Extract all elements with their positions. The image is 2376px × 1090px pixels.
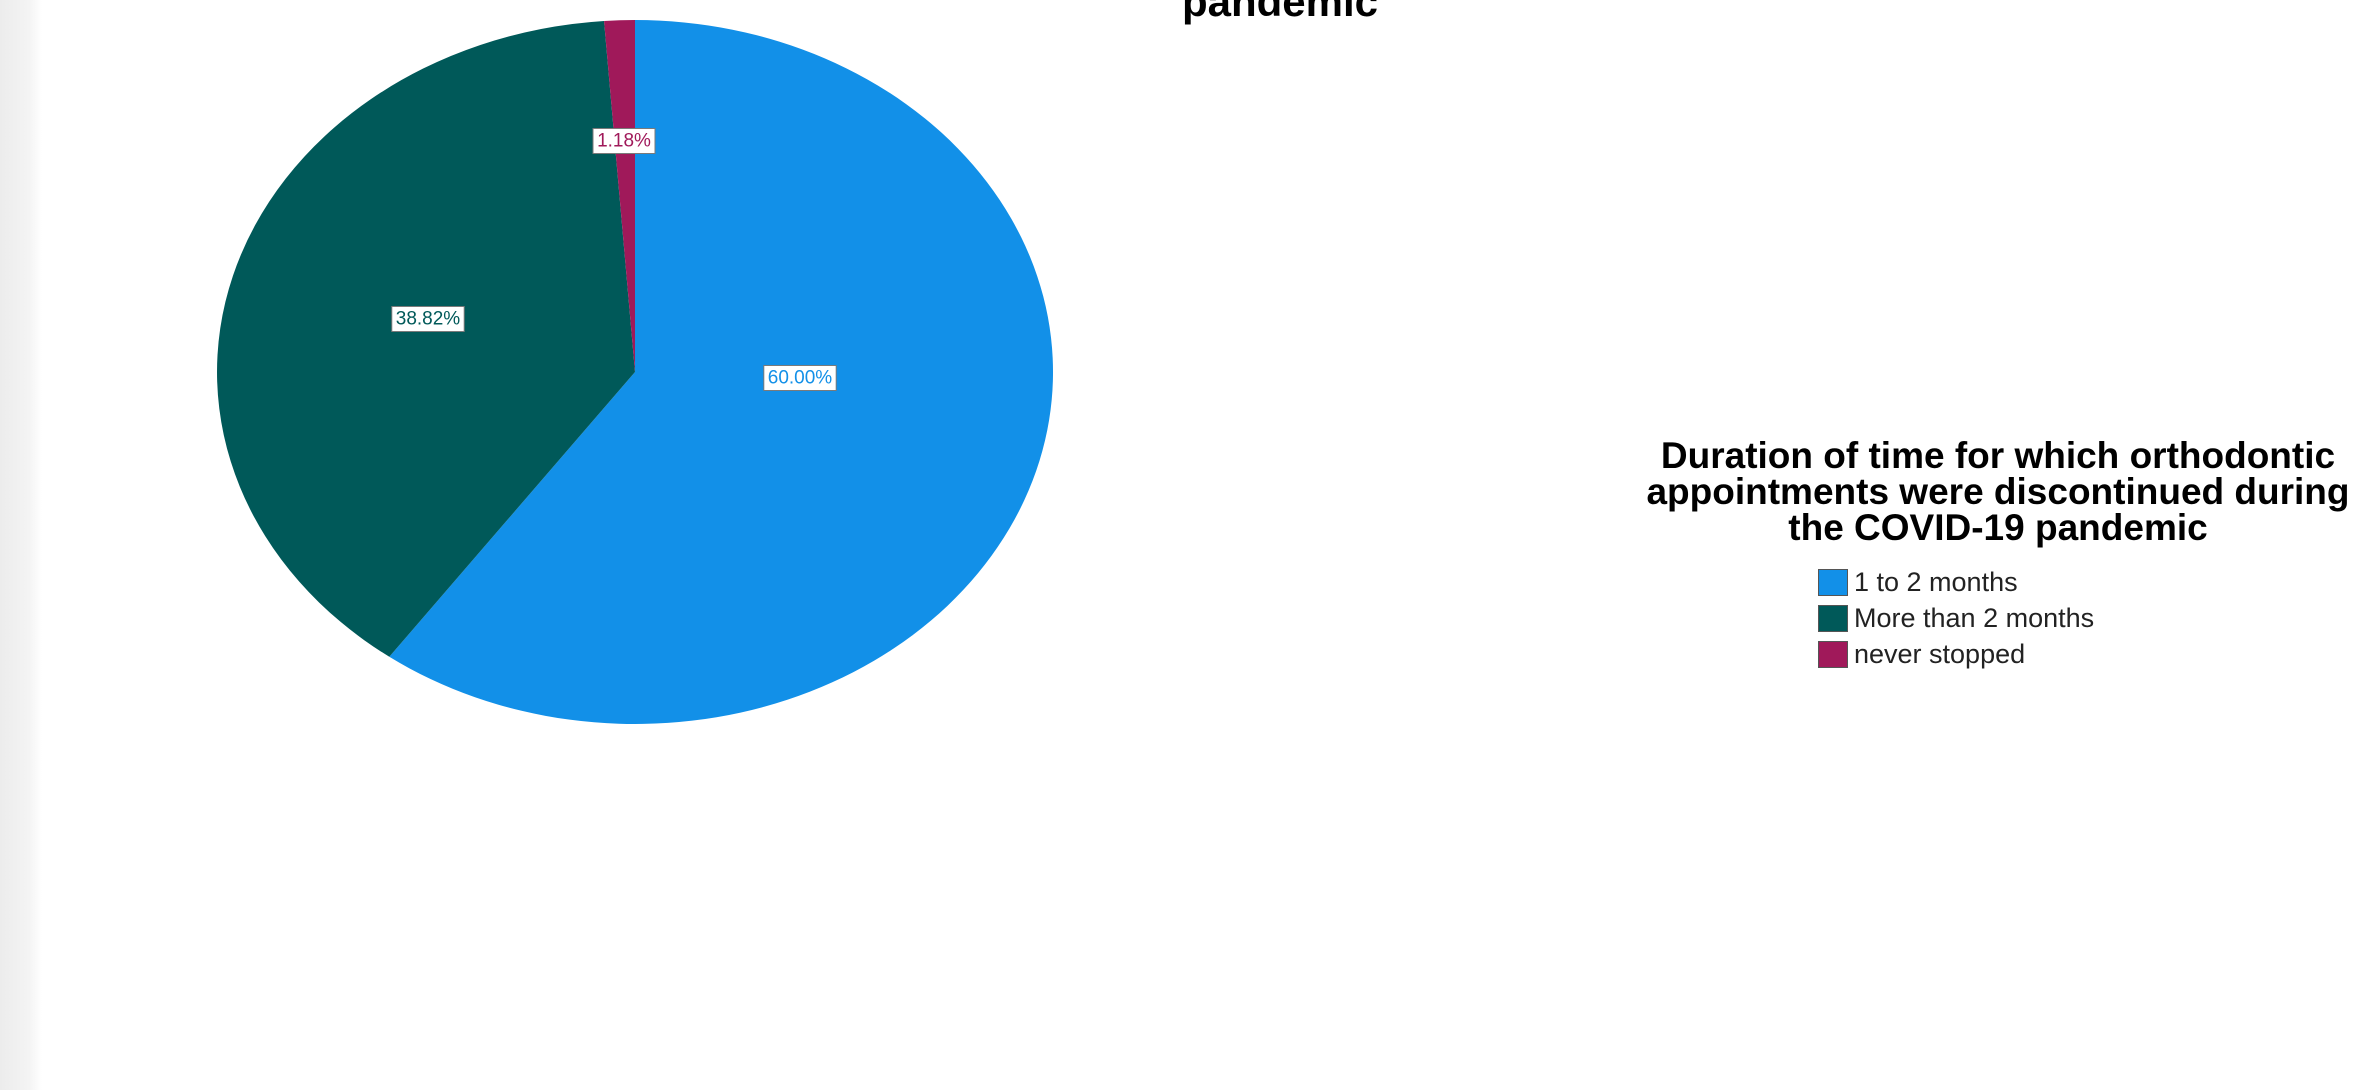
legend-swatch [1818,568,1848,596]
slice-label-box [592,128,656,154]
legend-swatch [1818,640,1848,668]
legend-item: More than 2 months [1818,600,2368,636]
pie-slice [389,20,1054,724]
legend-label: More than 2 months [1854,602,2095,633]
pie-slice [217,20,635,657]
pie-slice [604,20,635,372]
slice-value-text: 1.18% [597,131,651,152]
chart-title: pandemic [1181,0,1379,25]
slice-value-label: 38.82% [391,306,465,332]
legend-title: Duration of time for which orthodontic a… [1646,435,2350,548]
legend-item: 1 to 2 months [1818,564,2368,600]
slice-value-text: 38.82% [396,309,461,330]
legend-item: never stopped [1818,636,2368,672]
chart-legend: Duration of time for which orthodontic a… [1628,435,2368,672]
slice-value-text: 60.00% [768,368,833,389]
legend-swatch [1818,604,1848,632]
slice-label-box [391,306,465,332]
legend-label: never stopped [1854,638,2026,669]
legend-label: 1 to 2 months [1854,566,2018,597]
page-edge [0,0,42,1090]
slice-value-label: 1.18% [592,128,656,154]
slice-value-label: 60.00% [763,365,837,391]
slice-label-box [763,365,837,391]
legend-items: 1 to 2 months More than 2 months never s… [1818,564,2368,672]
